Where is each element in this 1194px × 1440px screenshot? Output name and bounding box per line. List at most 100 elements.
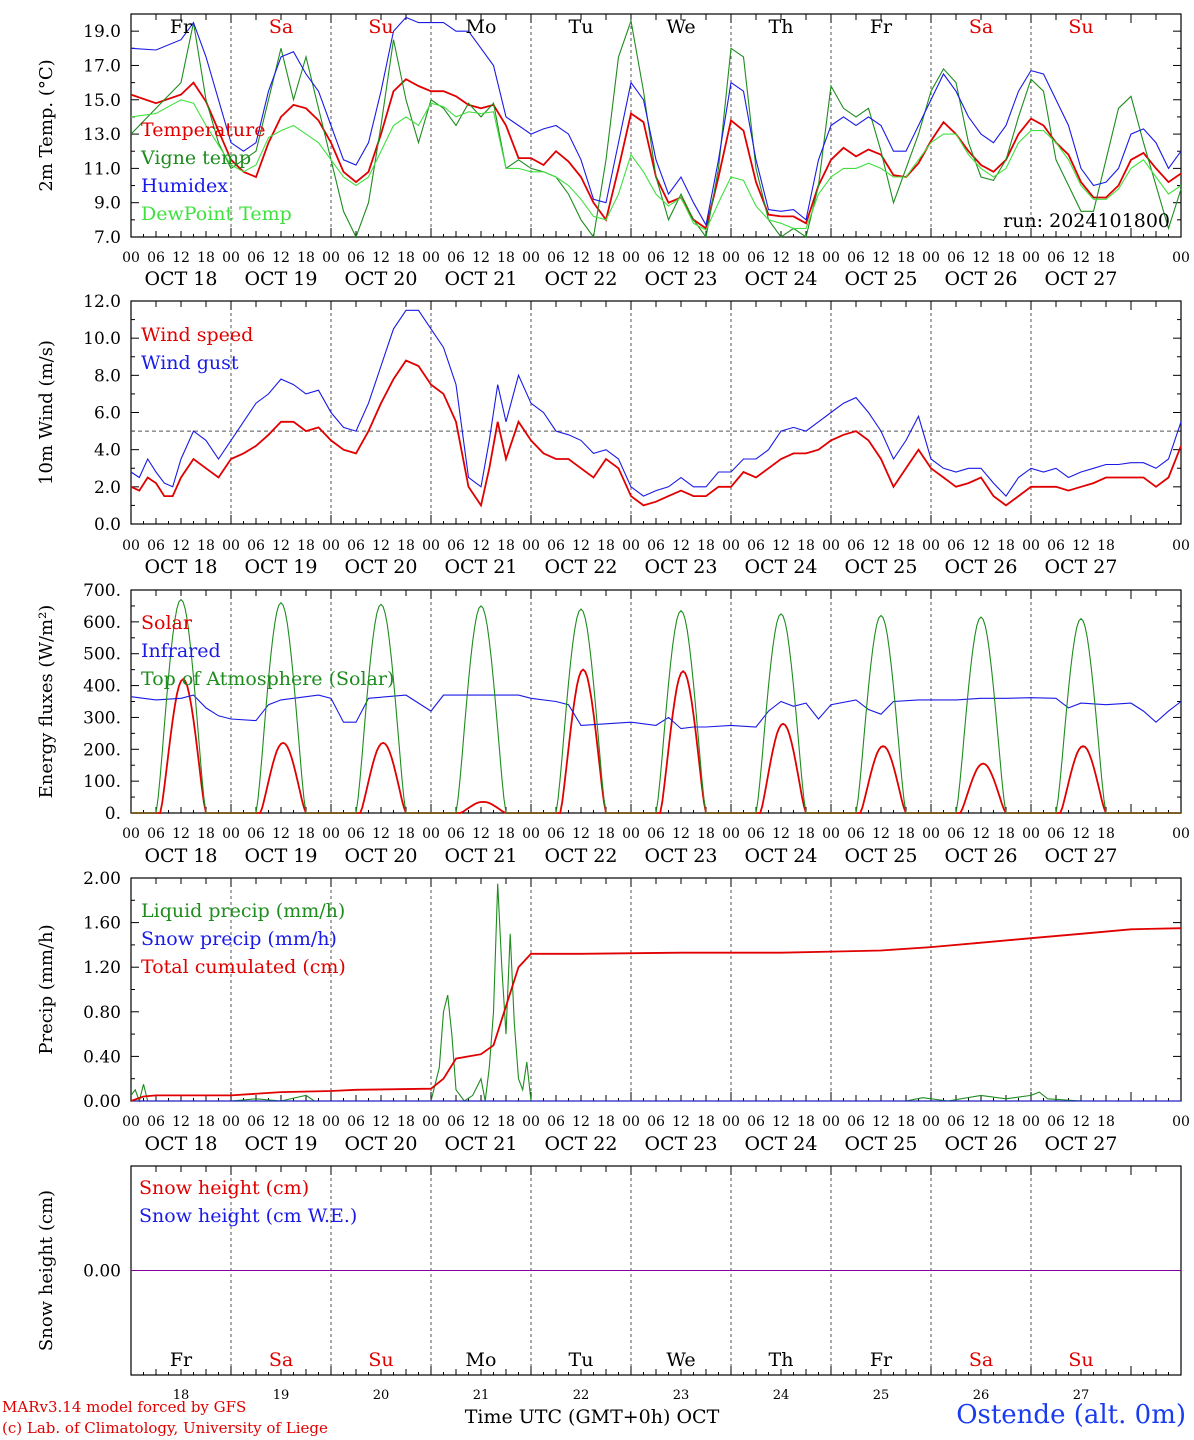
hour-tick-label: 12 (372, 1114, 390, 1130)
date-label: OCT 26 (944, 1133, 1017, 1155)
legend-entry: Wind speed (141, 324, 253, 346)
hour-tick-label: 12 (372, 538, 390, 554)
hour-tick-label: 00 (122, 826, 140, 842)
y-tick-label: 400. (83, 677, 121, 697)
date-label: OCT 22 (544, 1133, 617, 1155)
y-tick-label: 7.0 (94, 228, 121, 248)
y-tick-label: 10.0 (83, 329, 121, 349)
hour-tick-label: 06 (747, 538, 765, 554)
date-label: OCT 22 (544, 556, 617, 578)
date-label: OCT 25 (844, 1133, 917, 1155)
series-temperature (130, 78, 1182, 230)
hour-tick-label: 18 (897, 1114, 915, 1130)
day-name: Sa (969, 1349, 993, 1371)
date-label: OCT 19 (244, 268, 317, 290)
hour-tick-label: 06 (447, 538, 465, 554)
hour-tick-label: 12 (472, 826, 490, 842)
hour-tick-label: 12 (672, 538, 690, 554)
hour-tick-label: 12 (572, 250, 590, 266)
hour-tick-label: 18 (1097, 826, 1115, 842)
y-tick-label: 17.0 (83, 56, 121, 76)
day-name: Mo (466, 1349, 497, 1371)
day-number: 27 (1073, 1388, 1090, 1403)
hour-tick-label: 12 (772, 1114, 790, 1130)
hour-tick-label: 12 (772, 538, 790, 554)
hour-tick-label: 00 (122, 538, 140, 554)
y-tick-label: 200. (83, 740, 121, 760)
day-name: Tu (569, 1349, 594, 1371)
hour-tick-label: 12 (372, 250, 390, 266)
date-label: OCT 24 (744, 268, 817, 290)
date-label: OCT 27 (1044, 268, 1117, 290)
hour-tick-label: 00 (322, 826, 340, 842)
y-tick-label: 100. (83, 772, 121, 792)
hour-tick-label: 18 (797, 538, 815, 554)
hour-tick-label: 12 (272, 250, 290, 266)
y-tick-label: 500. (83, 645, 121, 665)
hour-tick-label: 18 (897, 538, 915, 554)
hour-tick-label: 00 (222, 1114, 240, 1130)
hour-tick-label: 18 (497, 250, 515, 266)
day-name: Th (769, 1349, 794, 1371)
lab-credit: (c) Lab. of Climatology, University of L… (2, 1419, 328, 1437)
date-label: OCT 27 (1044, 845, 1117, 867)
hour-tick-label: 00 (722, 250, 740, 266)
y-tick-label: 2.00 (83, 869, 121, 889)
hour-tick-label: 00 (922, 538, 940, 554)
date-label: OCT 21 (444, 556, 517, 578)
day-name: Sa (969, 16, 993, 38)
hour-tick-label: 06 (447, 826, 465, 842)
hour-tick-label: 18 (297, 538, 315, 554)
y-tick-label: 700. (83, 581, 121, 601)
y-axis-label: Energy fluxes (W/m²) (36, 605, 57, 799)
hour-tick-label: 00 (222, 250, 240, 266)
hour-tick-label: 12 (472, 250, 490, 266)
y-tick-label: 0.40 (83, 1047, 121, 1067)
legend-entry: Snow height (cm W.E.) (139, 1205, 357, 1227)
hour-tick-label: 12 (972, 250, 990, 266)
date-label: OCT 25 (844, 268, 917, 290)
series-wind-gust (130, 309, 1182, 497)
hour-tick-label: 06 (447, 1114, 465, 1130)
hour-tick-label: 06 (847, 1114, 865, 1130)
hour-tick-label: 00 (322, 250, 340, 266)
y-tick-label: 19.0 (83, 22, 121, 42)
hour-tick-label: 06 (947, 826, 965, 842)
hour-tick-label: 12 (472, 1114, 490, 1130)
hour-tick-label: 12 (572, 826, 590, 842)
hour-tick-label: 18 (297, 1114, 315, 1130)
hour-tick-label: 12 (972, 1114, 990, 1130)
panel-3 (130, 589, 1182, 814)
hour-tick-label: 06 (1047, 538, 1065, 554)
hour-tick-label: 00 (422, 1114, 440, 1130)
hour-tick-label: 18 (797, 250, 815, 266)
hour-tick-label: 06 (947, 250, 965, 266)
y-tick-label: 0.0 (94, 515, 121, 535)
day-name: Fr (170, 1349, 193, 1371)
date-label: OCT 22 (544, 845, 617, 867)
hour-tick-label: 18 (797, 826, 815, 842)
y-axis-label: Snow height (cm) (36, 1190, 57, 1351)
legend-entry: DewPoint Temp (141, 203, 292, 225)
series-humidex (130, 16, 1182, 227)
hour-tick-label: 18 (297, 826, 315, 842)
date-label: OCT 24 (744, 845, 817, 867)
hour-tick-label: 06 (347, 1114, 365, 1130)
date-label: OCT 22 (544, 268, 617, 290)
y-tick-label: 4.0 (94, 441, 121, 461)
hour-tick-label: 18 (597, 250, 615, 266)
hour-tick-label: 00 (422, 826, 440, 842)
day-name: Sa (269, 16, 293, 38)
hour-tick-label: 06 (847, 826, 865, 842)
hour-tick-label: 18 (397, 826, 415, 842)
y-tick-label: 8.0 (94, 366, 121, 386)
hour-tick-label: 00 (822, 538, 840, 554)
hour-tick-label: 00 (1172, 1114, 1190, 1130)
day-number: 18 (173, 1388, 190, 1403)
hour-tick-label: 06 (747, 1114, 765, 1130)
hour-tick-label: 18 (197, 1114, 215, 1130)
y-axis-label: Precip (mm/h) (36, 924, 57, 1054)
hour-tick-label: 00 (422, 538, 440, 554)
hour-tick-label: 12 (772, 250, 790, 266)
date-label: OCT 25 (844, 845, 917, 867)
